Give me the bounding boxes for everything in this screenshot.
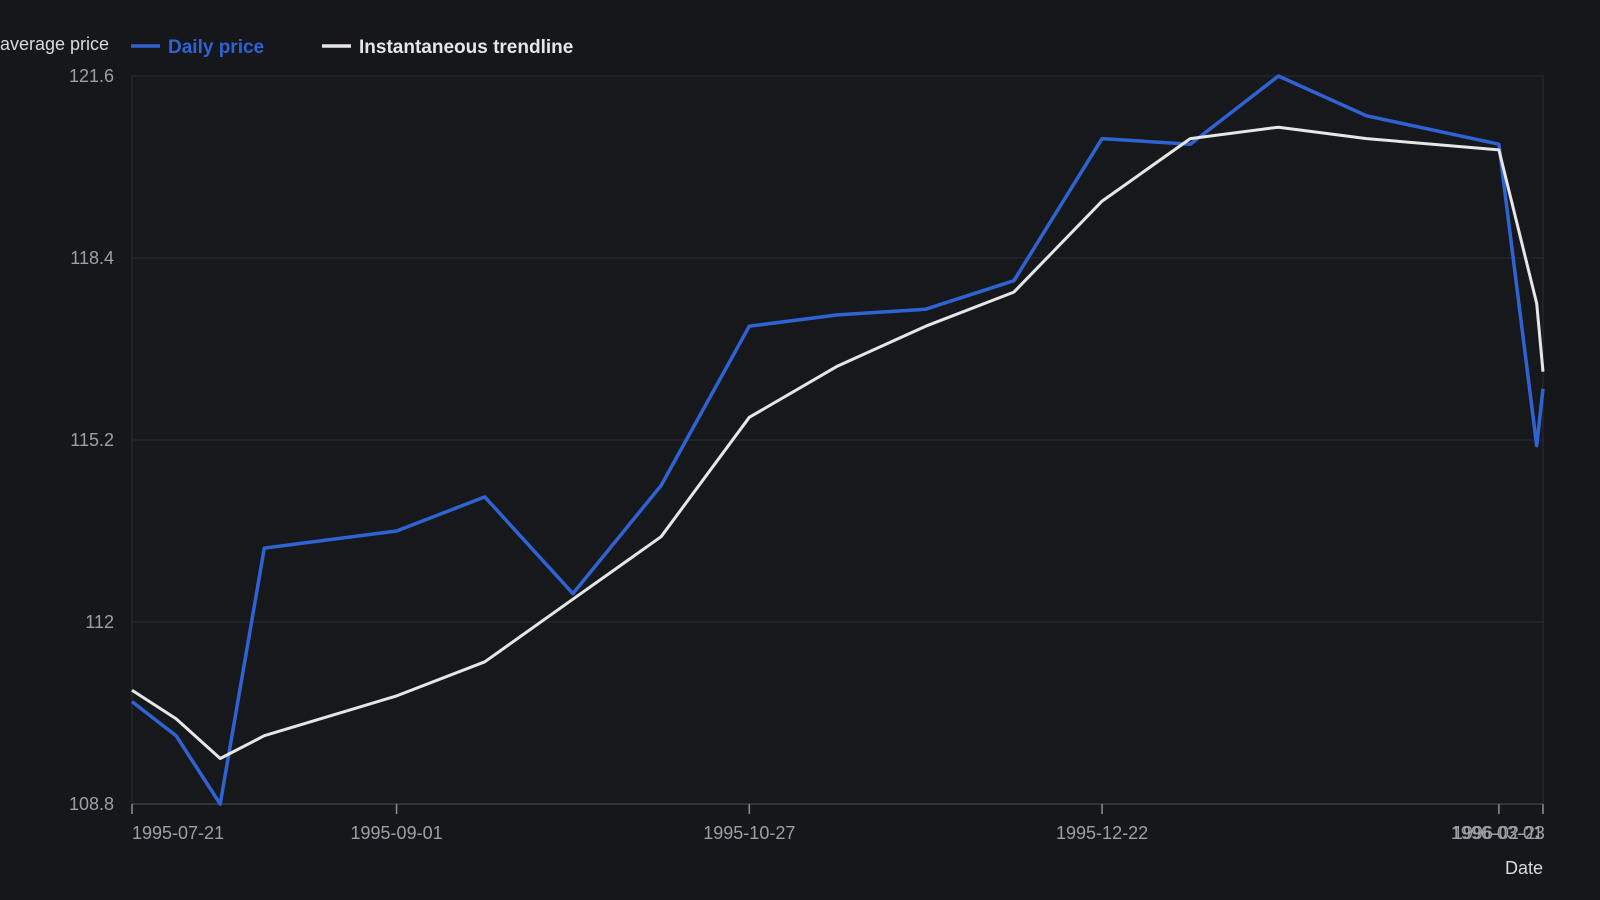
y-tick-label: 108.8 (69, 794, 114, 814)
legend-label-instantaneous-trendline: Instantaneous trendline (359, 37, 573, 58)
x-tick-label: 1996-03-01 (1451, 823, 1543, 843)
y-tick-label: 115.2 (70, 430, 114, 450)
legend: average price Daily price Instantaneous … (0, 34, 573, 58)
y-tick-label: 118.4 (70, 248, 114, 268)
y-tick-label: 121.6 (69, 66, 114, 86)
y-axis-ticks: 108.8 112 115.2 118.4 121.6 (69, 66, 114, 814)
legend-label-daily-price: Daily price (168, 37, 264, 58)
x-tick-label: 1995-10-27 (703, 823, 795, 843)
y-tick-label: 112 (85, 612, 114, 632)
x-tick-label: 1995-09-01 (351, 823, 443, 843)
y-axis-title: average price (0, 34, 109, 54)
x-tick-label: 1995-07-21 (132, 823, 224, 843)
x-tick-label: 1996-02-23 (1453, 823, 1545, 843)
x-tick-label: 1995-12-22 (1056, 823, 1148, 843)
series-lines (130, 74, 1545, 806)
x-axis-ticks: 1995-07-21 1995-09-01 1995-10-27 1995-12-22… (131, 803, 1545, 843)
x-axis-title: Date (1505, 858, 1543, 878)
grid-lines (131, 75, 1544, 805)
